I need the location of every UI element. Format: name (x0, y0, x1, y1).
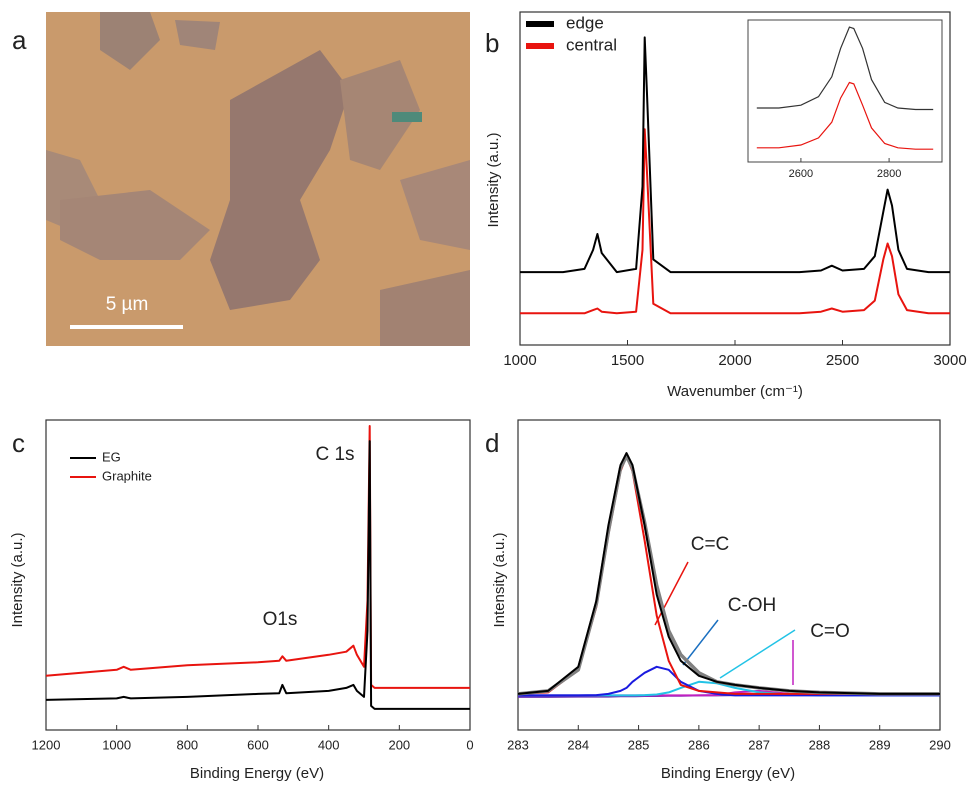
annotation: C 1s (315, 444, 354, 465)
particle (392, 112, 422, 122)
x-tick-label: 289 (869, 737, 891, 752)
x-tick-label: 287 (748, 737, 770, 752)
x-tick-label: 288 (809, 737, 831, 752)
legend-label: EG (102, 449, 121, 464)
y-axis-label: Intensity (a.u.) (9, 532, 26, 627)
x-tick-label: 1200 (32, 737, 61, 752)
flake (400, 160, 470, 250)
pointer (654, 561, 689, 626)
series-line (518, 665, 940, 697)
annotation: C-OH (728, 595, 777, 616)
microscope-image: 5 µm (46, 12, 470, 346)
y-axis-label: Intensity (a.u.) (491, 532, 508, 627)
flake (60, 190, 210, 260)
x-tick-label: 0 (466, 737, 473, 752)
x-tick-label: 600 (247, 737, 269, 752)
series-line (520, 128, 950, 315)
flake (380, 270, 470, 346)
x-axis-label: Wavenumber (cm⁻¹) (667, 383, 803, 400)
panel-label: c (12, 428, 25, 458)
flake (340, 60, 420, 170)
x-tick-label: 285 (628, 737, 650, 752)
x-axis-label: Binding Energy (eV) (661, 765, 795, 782)
series-line (45, 440, 470, 710)
legend-label: edge (566, 13, 604, 32)
x-tick-label: 290 (929, 737, 951, 752)
series-line (520, 36, 950, 274)
panel-label: b (485, 28, 499, 58)
panel-label: a (12, 25, 27, 55)
inset-line (756, 81, 934, 150)
flake (100, 12, 160, 70)
annotation: O1s (263, 609, 298, 630)
series-line (517, 452, 940, 695)
x-tick-label: 2500 (826, 352, 859, 369)
inset-x-tick-label: 2800 (877, 168, 901, 180)
x-tick-label: 286 (688, 737, 710, 752)
series-line (45, 425, 470, 689)
annotation: C=C (691, 534, 730, 555)
x-tick-label: 283 (507, 737, 529, 752)
x-tick-label: 800 (176, 737, 198, 752)
inset-x-tick-label: 2600 (789, 168, 813, 180)
x-tick-label: 200 (388, 737, 410, 752)
flake (210, 50, 350, 310)
scale-bar-label: 5 µm (106, 294, 149, 315)
legend-label: central (566, 35, 617, 54)
x-tick-label: 284 (567, 737, 589, 752)
pointer (682, 619, 719, 666)
annotation-pointers (654, 561, 796, 685)
x-tick-label: 1500 (611, 352, 644, 369)
x-tick-label: 3000 (933, 352, 966, 369)
panel-label: d (485, 428, 499, 458)
plot-frame (45, 419, 471, 731)
y-axis-label: Intensity (a.u.) (485, 132, 502, 227)
legend-label: Graphite (102, 468, 152, 483)
flake (175, 20, 220, 50)
inset-line (756, 26, 934, 111)
plot-frame (517, 419, 941, 731)
x-tick-label: 2000 (718, 352, 751, 369)
annotation: C=O (810, 621, 850, 642)
x-tick-label: 400 (318, 737, 340, 752)
x-tick-label: 1000 (503, 352, 536, 369)
x-tick-label: 1000 (102, 737, 131, 752)
pointer (719, 629, 796, 679)
x-axis-label: Binding Energy (eV) (190, 765, 324, 782)
